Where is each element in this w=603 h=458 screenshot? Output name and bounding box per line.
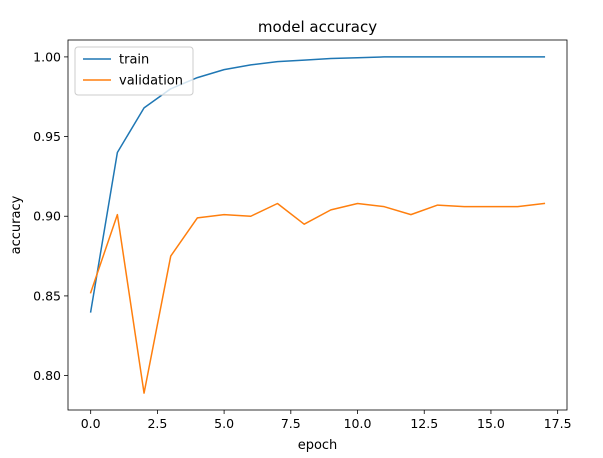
x-tick-label: 12.5 (410, 416, 438, 431)
y-axis-label: accuracy (9, 195, 24, 254)
y-tick-label: 1.00 (33, 49, 61, 64)
x-tick-label: 7.5 (281, 416, 301, 431)
y-tick-label: 0.90 (33, 209, 61, 224)
x-tick-label: 10.0 (344, 416, 372, 431)
legend-label-validation: validation (119, 74, 183, 89)
y-tick-label: 0.95 (33, 129, 61, 144)
x-tick-label: 5.0 (214, 416, 234, 431)
x-tick-label: 2.5 (147, 416, 167, 431)
axes-frame (67, 39, 568, 411)
y-axis: 0.80 0.85 0.90 0.95 1.00 (33, 49, 68, 383)
chart-title: model accuracy (258, 18, 377, 36)
y-tick-label: 0.85 (33, 288, 61, 303)
y-tick-label: 0.80 (33, 368, 61, 383)
x-tick-label: 15.0 (477, 416, 505, 431)
x-axis-label: epoch (298, 438, 338, 453)
x-tick-label: 17.5 (544, 416, 572, 431)
series-line-validation (89, 202, 546, 394)
legend: train validation (74, 46, 194, 96)
x-axis: 0.0 2.5 5.0 7.5 10.0 12.5 15.0 17.5 (81, 410, 572, 431)
legend-label-train: train (119, 53, 149, 68)
x-tick-label: 0.0 (81, 416, 101, 431)
